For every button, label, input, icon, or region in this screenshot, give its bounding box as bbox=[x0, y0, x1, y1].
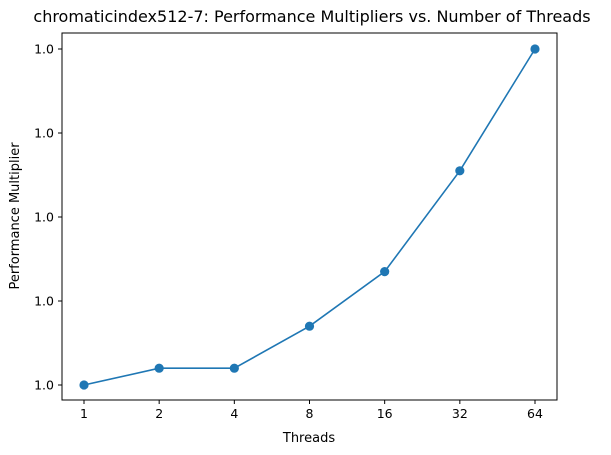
chart-title: chromaticindex512-7: Performance Multipl… bbox=[33, 7, 590, 26]
x-tick-label: 2 bbox=[155, 406, 163, 421]
data-point bbox=[304, 321, 315, 331]
data-point bbox=[229, 363, 239, 373]
x-tick-label: 1 bbox=[80, 406, 88, 421]
x-tick-label: 16 bbox=[377, 406, 393, 421]
data-point bbox=[380, 267, 390, 277]
data-point bbox=[79, 380, 89, 390]
x-axis-label: Threads bbox=[282, 431, 335, 446]
x-axis: 1 2 4 8 16 32 64 bbox=[80, 400, 543, 421]
data-point bbox=[154, 363, 164, 373]
y-tick-label: 1.0 bbox=[34, 42, 54, 57]
data-point bbox=[455, 166, 465, 176]
x-tick-label: 4 bbox=[230, 406, 238, 421]
y-tick-label: 1.0 bbox=[34, 294, 54, 309]
y-tick-label: 1.0 bbox=[34, 378, 54, 393]
x-tick-label: 64 bbox=[527, 406, 543, 421]
data-point bbox=[530, 44, 540, 54]
y-tick-label: 1.0 bbox=[34, 210, 54, 225]
series-performance bbox=[79, 44, 540, 390]
x-tick-label: 8 bbox=[306, 406, 314, 421]
y-tick-label: 1.0 bbox=[34, 126, 54, 141]
x-tick-label: 32 bbox=[452, 406, 468, 421]
y-axis: 1.0 1.0 1.0 1.0 1.0 bbox=[34, 42, 62, 393]
y-axis-label: Performance Multiplier bbox=[8, 142, 23, 290]
